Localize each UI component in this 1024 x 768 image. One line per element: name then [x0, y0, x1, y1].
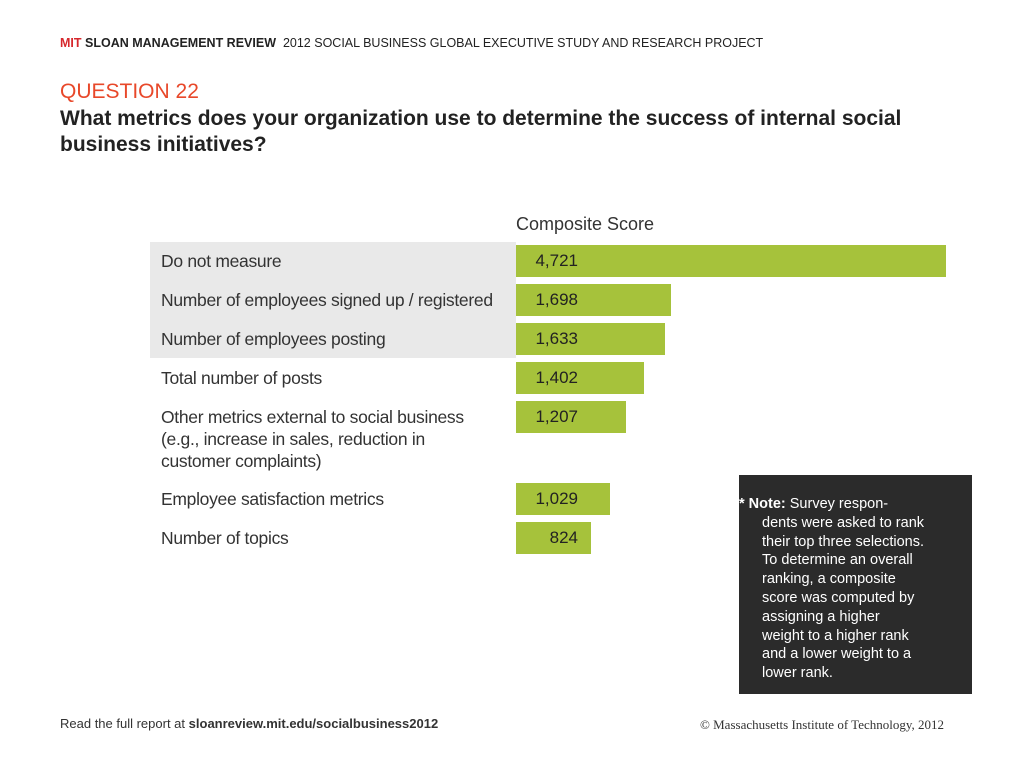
copyright: © Massachusetts Institute of Technology,…: [700, 717, 945, 732]
value-label: 4,721: [535, 251, 578, 270]
category-label: Number of employees posting: [161, 329, 386, 349]
project: 2012 SOCIAL BUSINESS GLOBAL EXECUTIVE ST…: [282, 36, 764, 50]
note-line-text: assigning a higher: [762, 608, 880, 625]
note-line-text: and a lower weight to a: [762, 646, 912, 663]
highlight: [150, 242, 516, 358]
note-box: * Note: Survey respon-dents were asked t…: [739, 475, 972, 694]
bar: [516, 245, 946, 277]
footer-prefix: Read the full report at: [60, 716, 186, 731]
note-line-text: weight to a higher rank: [762, 627, 909, 644]
footer: Read the full report at sloanreview.mit.…: [60, 716, 438, 731]
category-label: Total number of posts: [161, 368, 323, 388]
category-label: Employee satisfaction metrics: [161, 489, 384, 509]
category-label: Number of topics: [161, 528, 289, 548]
note-line-text: dents were asked to rank: [762, 514, 925, 531]
note-text: * Note: Survey respon-dents were asked t…: [739, 495, 959, 683]
question-text: What metrics does your organization use …: [60, 107, 902, 156]
note-line-text: ranking, a composite: [762, 571, 896, 588]
note-line: score was computed by: [739, 589, 959, 608]
category-label: Number of employees signed up / register…: [161, 290, 493, 310]
value-label: 1,029: [535, 489, 578, 508]
bar: [516, 401, 626, 433]
note-line: To determine an overall: [739, 551, 959, 570]
note-line: dents were asked to rank: [739, 514, 959, 533]
brand-red: MIT: [60, 36, 82, 50]
footer-link[interactable]: sloanreview.mit.edu/socialbusiness2012: [188, 716, 439, 731]
value-label: 824: [549, 528, 578, 547]
bar: [516, 362, 644, 394]
bar: [516, 323, 665, 355]
bar: [516, 522, 592, 554]
note-line-text: lower rank.: [762, 665, 833, 682]
note-line: their top three selections.: [739, 533, 959, 552]
note-label: * Note:: [739, 496, 786, 512]
brand: SLOAN MANAGEMENT REVIEW: [85, 36, 276, 50]
bar: [516, 284, 671, 316]
note-line: ranking, a composite: [739, 570, 959, 589]
category-label: Do not measure: [161, 251, 282, 271]
value-label: 1,698: [535, 290, 578, 309]
value-label: 1,402: [535, 368, 578, 387]
value-title: Composite Score: [516, 214, 655, 234]
note-line: assigning a higher: [739, 608, 959, 627]
note-line-text: their top three selections.: [762, 533, 925, 550]
header: MIT SLOAN MANAGEMENT REVIEW 2012 SOCIAL …: [60, 36, 763, 50]
note-line-text: Survey respon-: [789, 496, 889, 512]
bar: [516, 483, 610, 515]
note-line-text: To determine an overall: [762, 552, 913, 569]
note-line: * Note: Survey respon-: [739, 495, 959, 514]
category-label: Other metrics external to social busines…: [161, 407, 464, 471]
note-line: and a lower weight to a: [739, 645, 959, 664]
value-label: 1,207: [535, 407, 578, 426]
note-line: lower rank.: [739, 664, 959, 683]
note-line: weight to a higher rank: [739, 627, 959, 646]
value-label: 1,633: [535, 329, 578, 348]
note-line-text: score was computed by: [762, 589, 915, 606]
question-label: QUESTION 22: [60, 80, 199, 103]
